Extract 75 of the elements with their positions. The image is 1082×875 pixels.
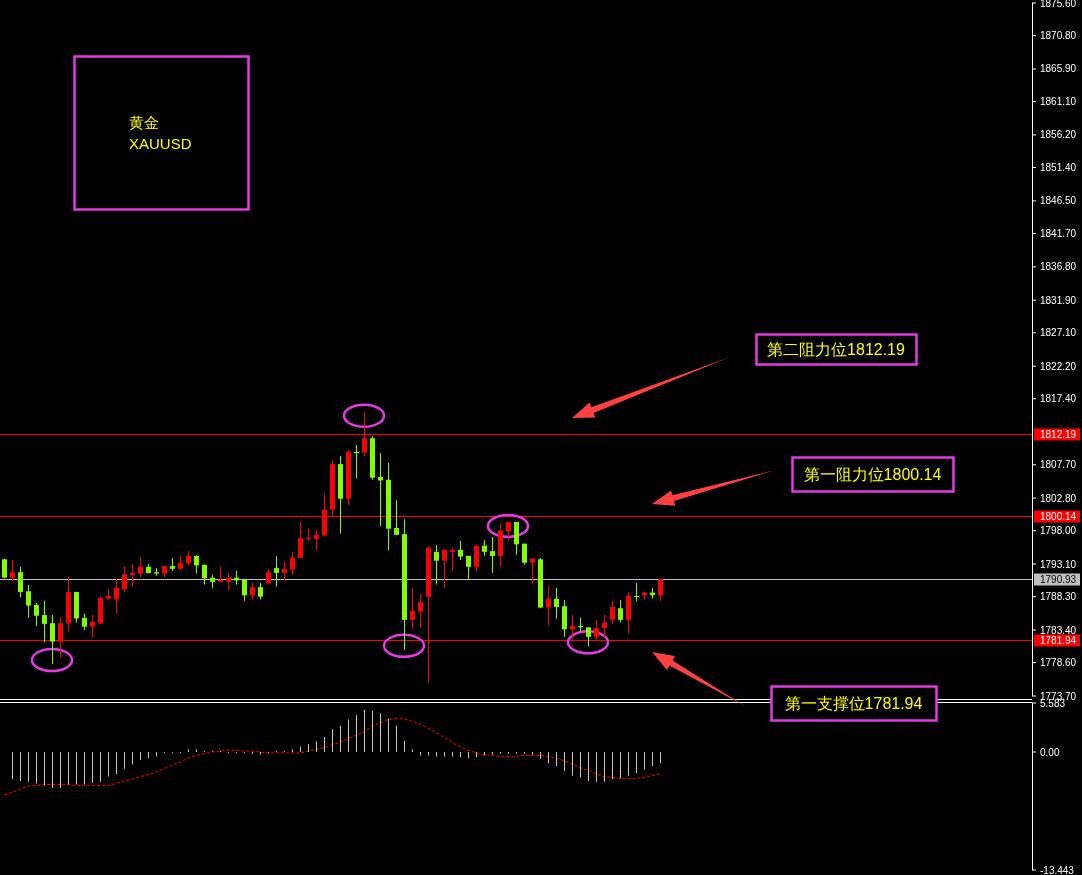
y-tick-label: 1817.40 [1040,393,1077,405]
candlestick [626,591,631,634]
candlestick [50,614,55,665]
y-tick-label: 0.00 [1040,746,1060,758]
candlestick [562,599,567,638]
y-tick-label: -13.443 [1040,864,1075,875]
candlestick [394,499,399,536]
candlestick [298,521,303,559]
annotation: 第二阻力位1812.19 [767,341,906,358]
ref-line-label: 1790.93 [1040,574,1077,585]
candlestick [410,587,415,630]
y-tick-label: 1802.80 [1040,492,1077,504]
ref-line: 1812.19 [0,428,1080,441]
candlestick [58,616,63,659]
candlestick [618,599,623,624]
candlestick [130,563,135,588]
y-tick-label: 1793.10 [1040,558,1077,570]
ref-line: 1781.94 [0,634,1080,647]
candlestick [42,600,47,643]
y-tick-label: 1778.60 [1040,657,1077,669]
annotation: 第一支撑位1781.94 [784,695,923,712]
candlestick [26,584,31,619]
candlestick [546,585,551,627]
candlestick [530,557,535,585]
candlestick [34,602,39,627]
candlestick [602,614,607,639]
y-tick-label: 1870.80 [1040,30,1077,42]
candlestick [634,582,639,602]
y-tick-label: 1841.70 [1040,228,1077,240]
ref-line-label: 1812.19 [1040,429,1077,440]
text: XAUUSD [129,135,192,152]
candlestick [658,578,663,602]
y-tick-label: 1865.90 [1040,63,1077,75]
candlestick [450,547,455,572]
candlestick [610,600,615,625]
candlestick [474,544,479,573]
candlestick [418,593,423,629]
candlestick [290,551,295,576]
candlestick [18,566,23,598]
candlestick [122,565,127,593]
candlestick [434,544,439,585]
y-tick-label: 1822.20 [1040,360,1077,372]
candlestick [362,411,367,458]
y-tick-label: 1783.40 [1040,624,1077,636]
candlestick [586,626,591,647]
candlestick [194,554,199,575]
y-tick-label: 1807.70 [1040,459,1077,471]
candlestick [442,549,447,589]
candlestick [458,540,463,561]
candlestick [274,555,279,588]
y-tick-label: 1875.60 [1040,0,1077,9]
y-tick-label: 1788.30 [1040,591,1077,603]
ref-line-label: 1800.14 [1040,511,1077,522]
y-tick-label: 1846.50 [1040,195,1077,207]
candlestick [314,530,319,551]
candlestick [514,521,519,556]
y-tick-label: 1856.20 [1040,129,1077,141]
y-tick-label: 1798.00 [1040,525,1077,537]
candlestick [90,614,95,639]
y-tick-label: 1836.80 [1040,261,1077,273]
y-tick-label: 1861.10 [1040,96,1077,108]
y-tick-label: 1831.90 [1040,294,1077,306]
candlestick [554,587,559,619]
candlestick [10,559,15,582]
candlestick [282,560,287,581]
candlestick [594,619,599,641]
candlestick [114,577,119,615]
annotation: 第一阻力位1800.14 [803,466,942,483]
candlestick [138,556,143,578]
ref-line: 1800.14 [0,510,1080,523]
ref-line-label: 1781.94 [1040,635,1077,646]
candlestick [490,536,495,574]
y-tick-label: 1851.40 [1040,162,1077,174]
text: 黄金 [129,114,159,131]
y-tick-label: 1827.10 [1040,327,1077,339]
